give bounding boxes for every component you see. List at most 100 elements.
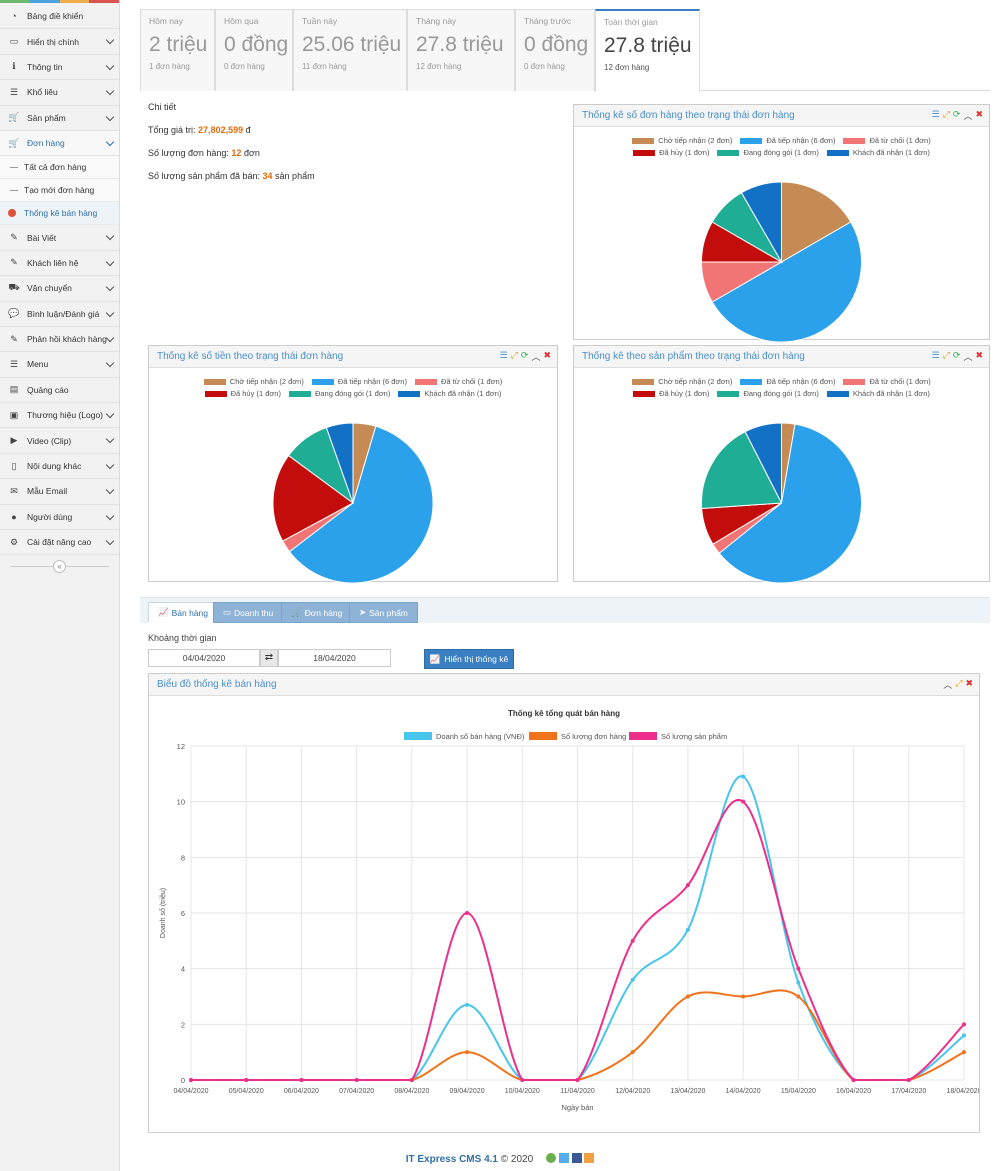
sidebar-item-label: Bài Viết: [27, 232, 57, 243]
pie-slice[interactable]: [272, 454, 354, 542]
stat-tab[interactable]: Tháng này 27.8 triệu 12 đơn hàng: [407, 9, 515, 91]
expand-icon[interactable]: ⤢: [955, 678, 963, 688]
refresh-icon[interactable]: ⟳: [952, 109, 961, 119]
stat-sub: 0 đơn hàng: [224, 62, 265, 71]
sidebar-item-edit[interactable]: ✎ Bài Viết: [0, 225, 119, 251]
refresh-icon[interactable]: ⟳: [952, 350, 961, 360]
collapse-icon[interactable]: ︿: [963, 111, 973, 121]
close-icon[interactable]: ✖: [975, 350, 983, 360]
legend-swatch: [288, 390, 311, 397]
tab-line-chart[interactable]: 📈 Bán hàng: [148, 602, 218, 623]
google-plus-icon[interactable]: [584, 1153, 595, 1163]
legend-item[interactable]: Đã hủy (1 đơn): [204, 389, 281, 398]
date-from-input[interactable]: 04/04/2020: [148, 649, 260, 667]
legend-swatch: [633, 390, 656, 397]
legend-item[interactable]: Đã từ chối (1 đơn): [843, 136, 931, 145]
expand-icon[interactable]: ⤢: [942, 350, 950, 360]
legend-item[interactable]: Đã tiếp nhận (6 đơn): [311, 377, 407, 386]
expand-icon[interactable]: ⤢: [942, 109, 950, 119]
close-icon[interactable]: ✖: [965, 678, 973, 688]
facebook-icon[interactable]: [571, 1153, 582, 1163]
sidebar-item-cart[interactable]: 🛒 Đơn hàng: [0, 130, 119, 157]
legend-item[interactable]: Chờ tiếp nhận (2 đơn): [632, 377, 732, 386]
pie-slice[interactable]: [740, 181, 782, 264]
legend-item[interactable]: Đang đóng gói (1 đơn): [717, 389, 819, 398]
data-point: [465, 1002, 470, 1007]
x-tick-label: 11/04/2020: [560, 1088, 595, 1095]
legend-item[interactable]: Đã từ chối (1 đơn): [843, 377, 931, 386]
sidebar-item-file[interactable]: ▯ Nội dung khác: [0, 454, 119, 480]
sidebar-item-truck[interactable]: ⛟ Vận chuyển: [0, 276, 119, 302]
footer-brand: IT Express CMS 4.1: [405, 1154, 498, 1165]
refresh-icon[interactable]: ⟳: [520, 350, 529, 360]
legend-item[interactable]: Khách đã nhận (1 đơn): [398, 389, 501, 398]
sidebar-item-edit[interactable]: ✎ Khách liên hệ: [0, 251, 119, 277]
stat-tab[interactable]: Tháng trước 0 đồng 0 đơn hàng: [515, 9, 595, 91]
globe-icon[interactable]: [545, 1153, 556, 1163]
pie-slice[interactable]: [701, 431, 783, 510]
sidebar-item-image[interactable]: ▣ Thương hiệu (Logo): [0, 403, 119, 429]
legend-item[interactable]: Đã từ chối (1 đơn): [414, 377, 502, 386]
sidebar-item-gear[interactable]: ⚙ Cài đặt nâng cao: [0, 530, 119, 556]
legend-item[interactable]: Đã hủy (1 đơn): [633, 148, 709, 157]
sidebar-item-cart[interactable]: 🛒 Sản phẩm: [0, 106, 119, 131]
legend-item[interactable]: Đang đóng gói (1 đơn): [717, 148, 819, 157]
x-tick-label: 10/04/2020: [505, 1088, 540, 1095]
twitter-icon[interactable]: [558, 1153, 569, 1163]
sidebar-item-dashboard[interactable]: ◔ Bảng điề khiển: [0, 4, 119, 30]
stat-tab[interactable]: Hôm qua 0 đồng 0 đơn hàng: [215, 9, 293, 91]
expand-icon[interactable]: ⤢: [510, 350, 518, 360]
stat-tab[interactable]: Tuần này 25.06 triệu 11 đơn hàng: [293, 9, 407, 91]
sidebar-item-list[interactable]: ☰ Menu: [0, 352, 119, 378]
date-to-input[interactable]: 18/04/2020: [278, 649, 391, 667]
legend-item[interactable]: Đã tiếp nhận (6 đơn): [740, 136, 835, 145]
menu-icon[interactable]: ☰: [931, 350, 940, 360]
stat-tab[interactable]: Toàn thời gian 27.8 triệu 12 đơn hàng: [595, 9, 700, 92]
sidebar-item-label: Mẫu Email: [27, 486, 68, 497]
sidebar-item-monitor[interactable]: ▭ Hiển thị chính: [0, 29, 119, 55]
sidebar-item-info[interactable]: ℹ Thông tin: [0, 55, 119, 81]
stat-tab[interactable]: Hôm nay 2 triệu 1 đơn hàng: [140, 9, 215, 91]
sidebar-item-label: Sản phẩm: [27, 112, 66, 123]
sidebar-item-edit[interactable]: ✎ Phản hồi khách hàng: [0, 327, 119, 353]
sidebar-subitem[interactable]: Tất cả đơn hàng: [0, 156, 119, 180]
sidebar-item-ads[interactable]: ▤ Quảng cáo: [0, 378, 119, 404]
pie-slice[interactable]: [781, 181, 852, 263]
sidebar-color-strip: [0, 0, 119, 4]
pie-slice[interactable]: [744, 422, 782, 504]
pie-slice[interactable]: [711, 221, 862, 343]
show-stats-button[interactable]: 📈 Hiển thị thống kê: [424, 649, 514, 669]
close-icon[interactable]: ✖: [975, 109, 983, 119]
pie-slice[interactable]: [718, 423, 862, 584]
pie-chart-icon: [8, 209, 16, 218]
pie-slice[interactable]: [325, 422, 354, 504]
data-point: [962, 1033, 966, 1038]
menu-icon[interactable]: ☰: [931, 109, 940, 119]
sidebar-item-list[interactable]: ☰ Khổ liêu: [0, 80, 119, 106]
legend-item[interactable]: Chờ tiếp nhận (2 đơn): [632, 136, 732, 145]
collapse-icon[interactable]: ︿: [531, 352, 541, 362]
legend-item[interactable]: Khách đã nhận (1 đơn): [826, 389, 930, 398]
money-icon: ▭: [223, 607, 232, 617]
legend-item[interactable]: Chờ tiếp nhận (2 đơn): [203, 377, 304, 386]
sidebar-item-comment[interactable]: 💬 Bình luận/Đánh giá: [0, 302, 119, 327]
legend-item[interactable]: Đang đóng gói (1 đơn): [288, 389, 390, 398]
pie-slice[interactable]: [288, 425, 434, 584]
sidebar-subitem[interactable]: Tạo mới đơn hàng: [0, 179, 119, 203]
sidebar-subitem[interactable]: Thống kê bán hàng: [0, 202, 119, 226]
sidebar-item-envelope[interactable]: ✉ Mẫu Email: [0, 479, 119, 505]
sidebar-item-video[interactable]: ▶ Video (Clip): [0, 428, 119, 454]
legend-item[interactable]: Đã hủy (1 đơn): [633, 389, 709, 398]
tab-rocket[interactable]: ➤ Sản phẩm: [349, 602, 418, 623]
collapse-icon[interactable]: ︿: [963, 352, 973, 362]
legend-item[interactable]: Khách đã nhận (1 đơn): [826, 148, 930, 157]
legend-item[interactable]: Đã tiếp nhận (6 đơn): [740, 377, 835, 386]
tab-money[interactable]: ▭ Doanh thu: [213, 602, 284, 623]
collapse-sidebar-button[interactable]: «: [53, 559, 66, 573]
chevron-down-icon: [105, 536, 115, 546]
menu-icon[interactable]: ☰: [499, 350, 508, 360]
collapse-icon[interactable]: ︿: [943, 680, 953, 690]
sidebar-item-user[interactable]: ● Người dùng: [0, 505, 119, 531]
close-icon[interactable]: ✖: [543, 350, 551, 360]
tab-cart[interactable]: 🛒 Đơn hàng: [281, 602, 353, 623]
